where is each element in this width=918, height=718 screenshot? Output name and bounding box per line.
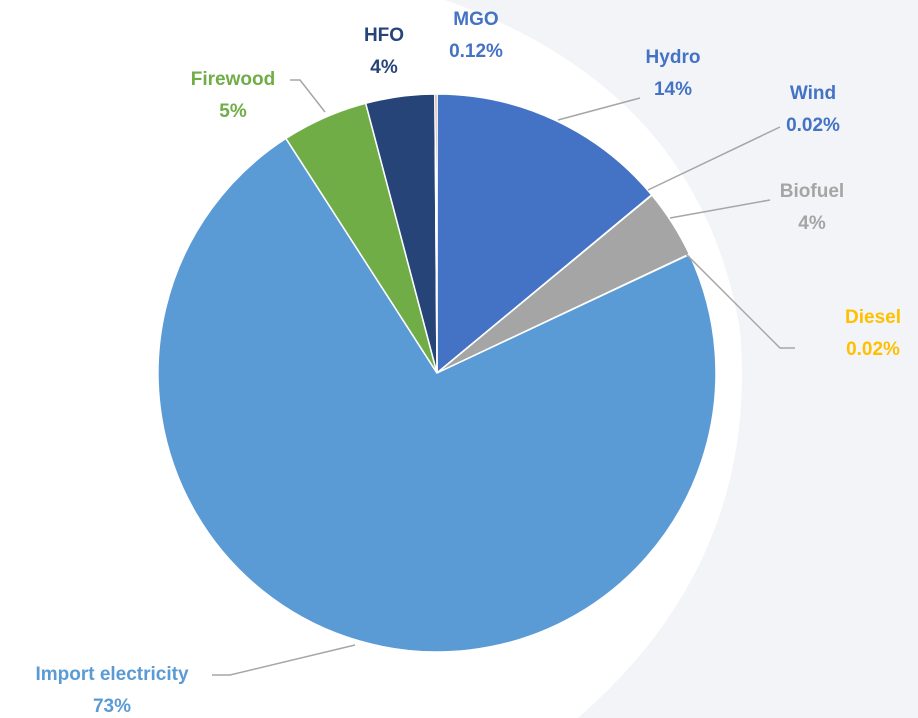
slice-label-value: 73% <box>93 696 131 717</box>
pie-slice <box>434 93 438 374</box>
pie-slice <box>436 93 653 375</box>
slice-label-value: 5% <box>219 101 247 122</box>
slice-label-value: 4% <box>370 57 398 78</box>
slice-label-value: 4% <box>798 213 826 234</box>
slice-label-name: HFO <box>364 25 404 46</box>
leader-line <box>647 126 781 191</box>
slice-label-value: 0.12% <box>449 41 503 62</box>
leader-line <box>669 199 771 219</box>
leader-line <box>212 644 356 676</box>
slice-label-name: Firewood <box>191 69 275 90</box>
slice-label-name: Biofuel <box>780 181 844 202</box>
slice-label-name: Diesel <box>845 307 901 328</box>
leader-line <box>684 252 795 349</box>
slice-label-value: 0.02% <box>786 115 840 136</box>
pie-slice <box>157 137 717 653</box>
slice-label-name: Import electricity <box>35 664 189 685</box>
slice-label-value: 14% <box>654 79 692 100</box>
leader-line <box>290 79 326 113</box>
slice-label-name: MGO <box>453 9 498 30</box>
background-panel <box>445 0 918 718</box>
slice-label-name: Wind <box>790 83 836 104</box>
leader-line <box>557 97 641 121</box>
slice-label-value: 0.02% <box>846 339 900 360</box>
slice-label-name: Hydro <box>646 47 701 68</box>
